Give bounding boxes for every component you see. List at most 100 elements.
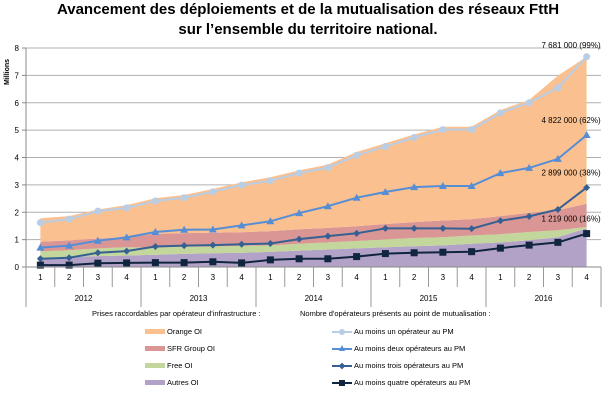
data-point bbox=[237, 221, 246, 229]
x-tick-label: 4 bbox=[239, 273, 244, 282]
x-tick-label: 1 bbox=[383, 273, 388, 282]
series-line bbox=[40, 186, 588, 260]
x-tick-label: 3 bbox=[211, 273, 216, 282]
circle-marker-icon bbox=[339, 329, 345, 335]
data-point bbox=[65, 241, 74, 249]
data-label: 2 899 000 (38%) bbox=[541, 169, 600, 178]
data-point bbox=[496, 109, 504, 117]
series-3 bbox=[36, 184, 591, 263]
data-point bbox=[151, 197, 159, 205]
data-point bbox=[410, 134, 418, 142]
area-legend-title: Prises raccordables par opérateur d'infr… bbox=[92, 309, 261, 318]
data-point bbox=[36, 219, 44, 227]
data-point bbox=[180, 194, 188, 202]
data-point bbox=[324, 232, 332, 240]
data-point bbox=[525, 163, 534, 171]
legend-swatch bbox=[145, 329, 165, 334]
data-point bbox=[295, 235, 303, 243]
legend-label: SFR Group OI bbox=[167, 344, 215, 353]
data-point bbox=[496, 169, 505, 177]
data-point bbox=[151, 242, 159, 250]
y-tick-label: 7 bbox=[15, 71, 20, 80]
data-point bbox=[94, 259, 102, 267]
data-point bbox=[123, 247, 131, 255]
data-point bbox=[324, 164, 332, 172]
data-point bbox=[525, 241, 533, 249]
chart-title-line2: sur l’ensemble du territoire national. bbox=[178, 21, 438, 38]
legend-label: Au moins quatre opérateurs au PM bbox=[354, 378, 471, 387]
series-line bbox=[40, 56, 588, 224]
legend-line-swatch bbox=[332, 345, 352, 351]
data-point bbox=[238, 181, 246, 189]
x-tick-label: 2 bbox=[297, 273, 302, 282]
series-line bbox=[40, 134, 588, 249]
x-tick-label: 4 bbox=[469, 273, 474, 282]
axes: 0 1 2 3 4 5 6 7 8 Millions 1 2 3 4 1 2 3 4 1 2 3 4 1 2 3 4 1 2 3 4 201… bbox=[4, 44, 602, 307]
legend-line-swatch bbox=[332, 329, 352, 335]
legend-label: Free OI bbox=[167, 361, 193, 370]
data-point bbox=[554, 238, 562, 246]
data-point bbox=[525, 99, 533, 107]
square-marker-icon bbox=[339, 380, 345, 386]
legend-line-swatch bbox=[332, 362, 352, 370]
data-point bbox=[36, 243, 45, 251]
x-tick-label: 3 bbox=[326, 273, 331, 282]
x-tick-label: 1 bbox=[268, 273, 273, 282]
data-point bbox=[468, 248, 476, 256]
x-tick-label: 2 bbox=[182, 273, 187, 282]
year-label: 2015 bbox=[420, 294, 438, 303]
data-point bbox=[151, 227, 160, 235]
data-point bbox=[266, 256, 274, 264]
area-free-oi bbox=[40, 227, 587, 258]
y-tick-label: 6 bbox=[15, 99, 20, 108]
year-label: 2013 bbox=[190, 294, 208, 303]
data-point bbox=[65, 254, 73, 262]
x-tick-label: 1 bbox=[153, 273, 158, 282]
x-tick-label: 2 bbox=[67, 273, 72, 282]
data-point bbox=[467, 181, 476, 189]
data-point bbox=[353, 253, 361, 261]
data-point bbox=[352, 193, 361, 201]
data-label: 7 681 000 (99%) bbox=[541, 41, 600, 50]
y-tick-label: 4 bbox=[15, 154, 20, 163]
data-point bbox=[381, 224, 389, 232]
data-point bbox=[496, 217, 504, 225]
legend-label: Au moins deux opérateurs au PM bbox=[354, 344, 466, 353]
data-point bbox=[353, 229, 361, 237]
data-point bbox=[151, 259, 159, 267]
data-point bbox=[180, 225, 189, 233]
data-point bbox=[381, 187, 390, 195]
stacked-areas bbox=[40, 56, 587, 267]
series-lines bbox=[36, 53, 591, 269]
data-label: 4 822 000 (62%) bbox=[541, 116, 600, 125]
data-point bbox=[438, 181, 447, 189]
data-point bbox=[353, 151, 361, 159]
data-point bbox=[180, 259, 188, 267]
legend-label: Au moins trois opérateurs au PM bbox=[354, 361, 464, 370]
data-point bbox=[266, 239, 274, 247]
data-point bbox=[468, 225, 476, 233]
data-point bbox=[583, 184, 591, 192]
area-autres-oi bbox=[40, 228, 587, 267]
y-tick-label: 1 bbox=[15, 236, 20, 245]
area-sfr-group-oi bbox=[40, 203, 587, 252]
data-point bbox=[122, 233, 131, 241]
data-point bbox=[410, 224, 418, 232]
year-label: 2014 bbox=[305, 294, 323, 303]
chart-title-line1: Avancement des déploiements et de la mut… bbox=[56, 1, 560, 18]
data-point bbox=[468, 126, 476, 134]
data-point bbox=[208, 225, 217, 233]
line-legend-title: Nombre d'opérateurs présents au point de… bbox=[300, 309, 491, 318]
data-point bbox=[583, 230, 591, 238]
y-tick-label: 2 bbox=[15, 208, 20, 217]
data-point bbox=[439, 248, 447, 256]
data-point bbox=[324, 255, 332, 263]
data-point bbox=[209, 258, 217, 266]
series-1 bbox=[36, 53, 591, 227]
legend-swatch bbox=[145, 363, 165, 368]
data-point bbox=[94, 249, 102, 257]
data-point bbox=[582, 131, 591, 139]
x-tick-label: 4 bbox=[124, 273, 129, 282]
y-axis-label: Millions bbox=[4, 59, 11, 85]
y-tick-label: 3 bbox=[15, 181, 20, 190]
